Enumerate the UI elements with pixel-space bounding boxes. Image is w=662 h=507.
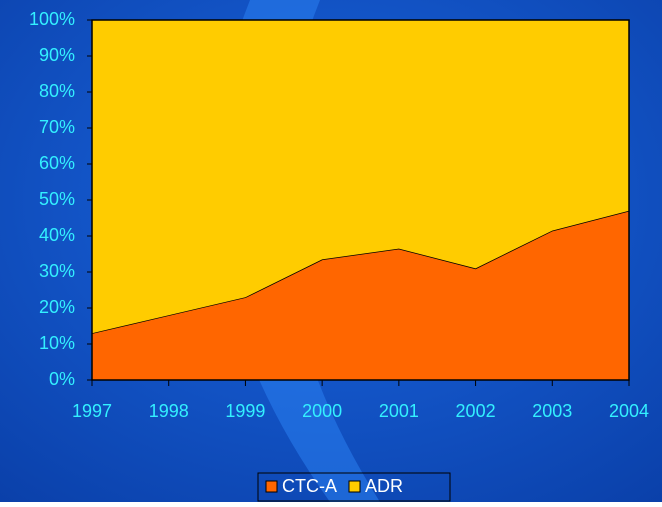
y-tick-label: 50% — [39, 189, 75, 209]
x-tick-label: 2001 — [379, 401, 419, 421]
y-tick-label: 90% — [39, 45, 75, 65]
legend-swatch — [265, 480, 278, 493]
legend-swatch — [348, 480, 361, 493]
y-tick-label: 40% — [39, 225, 75, 245]
y-tick-label: 30% — [39, 261, 75, 281]
y-tick-label: 70% — [39, 117, 75, 137]
x-tick-label: 1999 — [225, 401, 265, 421]
x-tick-label: 2004 — [609, 401, 649, 421]
y-tick-label: 20% — [39, 297, 75, 317]
area — [92, 20, 629, 334]
legend-box — [257, 472, 451, 502]
y-tick-label: 100% — [29, 9, 75, 29]
x-tick-label: 1998 — [149, 401, 189, 421]
legend-label: CTC-A — [282, 476, 337, 496]
x-tick-label: 1997 — [72, 401, 112, 421]
area — [92, 210, 629, 380]
y-tick-label: 80% — [39, 81, 75, 101]
y-tick-label: 10% — [39, 333, 75, 353]
y-tick-label: 60% — [39, 153, 75, 173]
y-tick-label: 0% — [49, 369, 75, 389]
x-tick-label: 2000 — [302, 401, 342, 421]
x-tick-label: 2002 — [456, 401, 496, 421]
legend-label: ADR — [365, 476, 403, 496]
x-tick-label: 2003 — [532, 401, 572, 421]
